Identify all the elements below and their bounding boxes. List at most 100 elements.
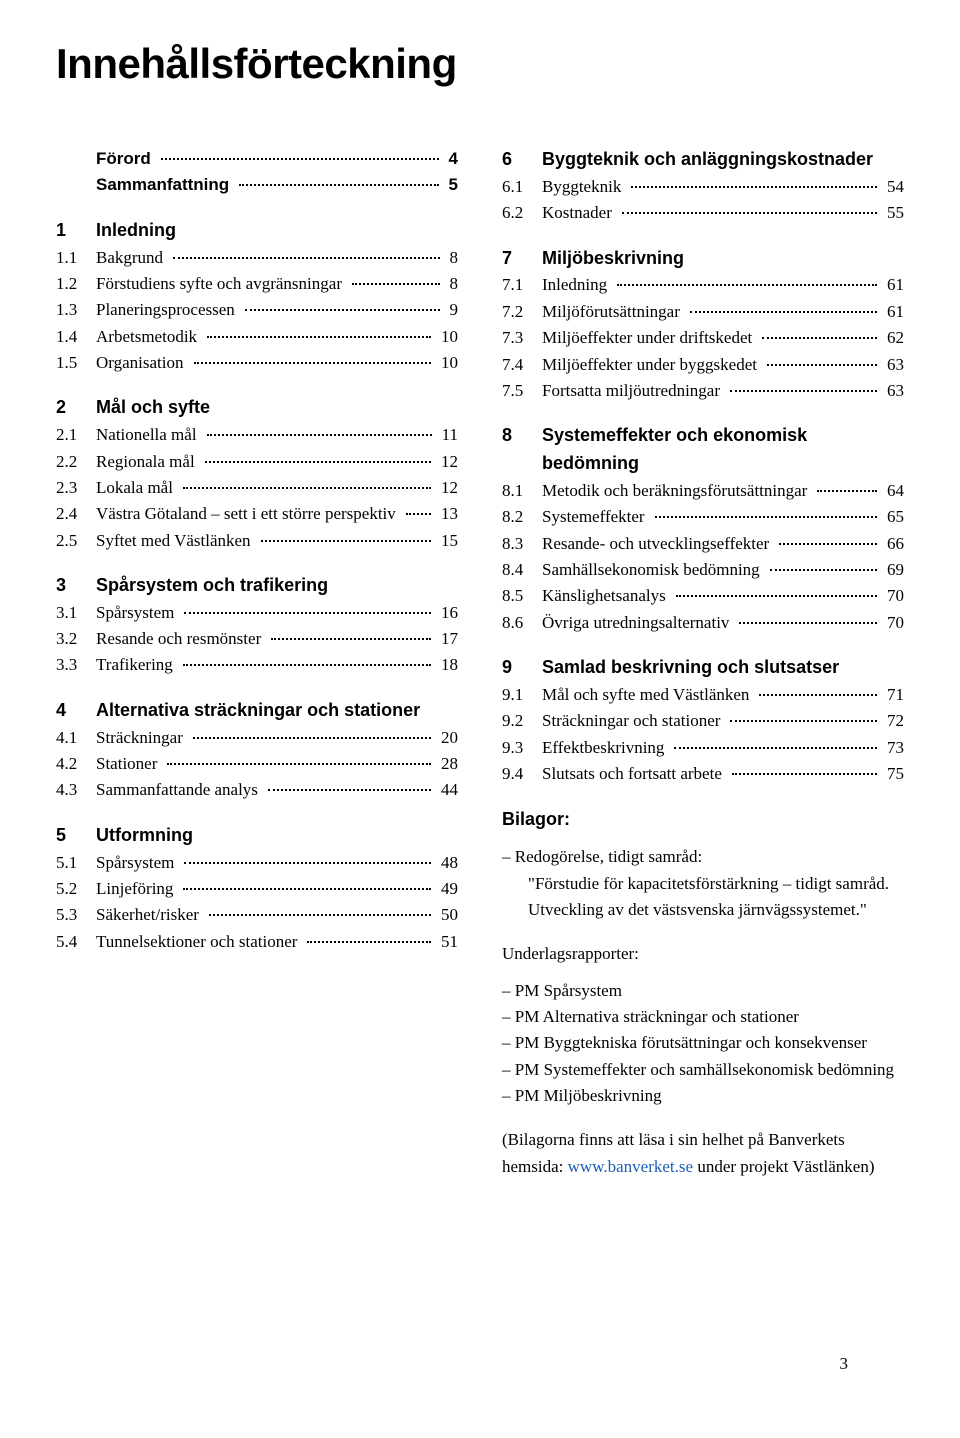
toc-entry[interactable]: 4.3Sammanfattande analys44: [56, 777, 458, 803]
toc-entry-page: 61: [887, 272, 904, 298]
toc-entry-page: 75: [887, 761, 904, 787]
toc-entry[interactable]: 7.4Miljöeffekter under byggskedet63: [502, 352, 904, 378]
toc-entry-number: 1.3: [56, 297, 86, 323]
toc-entry[interactable]: 8.6Övriga utredningsalternativ70: [502, 610, 904, 636]
toc-dots: [194, 362, 431, 364]
toc-section-head[interactable]: 1Inledning: [56, 217, 458, 245]
toc-entry[interactable]: 2.3Lokala mål12: [56, 475, 458, 501]
toc-entry-number: 1.4: [56, 324, 86, 350]
toc-dots: [193, 737, 431, 739]
toc-entry[interactable]: 1.3Planeringsprocessen9: [56, 297, 458, 323]
toc-entry[interactable]: 9.1Mål och syfte med Västlänken71: [502, 682, 904, 708]
toc-section: 4Alternativa sträckningar och stationer4…: [56, 697, 458, 804]
toc-entry-page: 12: [441, 475, 458, 501]
toc-dots: [631, 186, 877, 188]
toc-entry-label: Förstudiens syfte och avgränsningar: [96, 271, 342, 297]
toc-entry-page: 10: [441, 350, 458, 376]
toc-entry[interactable]: 3.1Spårsystem16: [56, 600, 458, 626]
toc-section-head[interactable]: 2Mål och syfte: [56, 394, 458, 422]
toc-entry[interactable]: 1.1Bakgrund8: [56, 245, 458, 271]
toc-entry-number: 5.4: [56, 929, 86, 955]
toc-entry[interactable]: 6.1Byggteknik54: [502, 174, 904, 200]
toc-entry[interactable]: 5.1Spårsystem48: [56, 850, 458, 876]
banverket-link[interactable]: www.banverket.se: [568, 1157, 693, 1176]
toc-entry[interactable]: 8.4Samhällsekonomisk bedömning69: [502, 557, 904, 583]
toc-entry-page: 8: [450, 271, 459, 297]
toc-entry[interactable]: 1.5Organisation10: [56, 350, 458, 376]
toc-entry-number: 8.1: [502, 478, 532, 504]
toc-entry[interactable]: 1.2Förstudiens syfte och avgränsningar8: [56, 271, 458, 297]
toc-section: 7Miljöbeskrivning7.1Inledning617.2Miljöf…: [502, 245, 904, 405]
toc-section-label: Mål och syfte: [96, 394, 458, 422]
toc-dots: [183, 664, 431, 666]
toc-section-head[interactable]: 9Samlad beskrivning och slutsatser: [502, 654, 904, 682]
toc-entry-number: 8.4: [502, 557, 532, 583]
toc-entry-page: 51: [441, 929, 458, 955]
toc-entry[interactable]: 5.4Tunnelsektioner och stationer51: [56, 929, 458, 955]
toc-dots: [674, 747, 877, 749]
toc-entry[interactable]: 3.2Resande och resmönster17: [56, 626, 458, 652]
toc-entry[interactable]: 2.5Syftet med Västlänken15: [56, 528, 458, 554]
toc-entry[interactable]: 7.2Miljöförutsättningar61: [502, 299, 904, 325]
toc-entry[interactable]: 8.1 Metodik och beräkningsförutsättningar…: [502, 478, 904, 504]
toc-dots: [307, 941, 431, 943]
toc-entry-label: Metodik och beräkningsförutsättningar: [542, 478, 807, 504]
toc-entry-page: 70: [887, 583, 904, 609]
toc-entry[interactable]: 2.4Västra Götaland – sett i ett större p…: [56, 501, 458, 527]
toc-columns: Förord4Sammanfattning5 1Inledning1.1Bakgr…: [56, 146, 904, 1180]
toc-entry[interactable]: 9.2Sträckningar och stationer72: [502, 708, 904, 734]
toc-entry-label: Mål och syfte med Västlänken: [542, 682, 749, 708]
toc-entry-page: 13: [441, 501, 458, 527]
toc-entry-label: Arbetsmetodik: [96, 324, 197, 350]
toc-entry[interactable]: 9.3Effektbeskrivning73: [502, 735, 904, 761]
toc-section-head[interactable]: 8Systemeffekter och ekonomisk bedömning: [502, 422, 904, 478]
toc-entry-number: 5.2: [56, 876, 86, 902]
toc-entry[interactable]: Förord4: [56, 146, 458, 172]
toc-entry-number: 3.2: [56, 626, 86, 652]
toc-entry[interactable]: 5.3Säkerhet/risker50: [56, 902, 458, 928]
toc-section-head[interactable]: 5Utformning: [56, 822, 458, 850]
toc-section-number: 5: [56, 822, 86, 850]
toc-entry[interactable]: 2.2Regionala mål12: [56, 449, 458, 475]
toc-dots: [207, 434, 432, 436]
toc-entry[interactable]: Sammanfattning5: [56, 172, 458, 198]
toc-entry[interactable]: 2.1Nationella mål11: [56, 422, 458, 448]
toc-entry[interactable]: 8.5Känslighetsanalys70: [502, 583, 904, 609]
toc-entry[interactable]: 9.4Slutsats och fortsatt arbete75: [502, 761, 904, 787]
toc-entry[interactable]: 7.1Inledning61: [502, 272, 904, 298]
toc-entry-page: 66: [887, 531, 904, 557]
toc-right-column: 6Byggteknik och anläggningskostnader6.1B…: [502, 146, 904, 1180]
toc-entry-label: Trafikering: [96, 652, 173, 678]
toc-entry[interactable]: 7.5Fortsatta miljöutredningar63: [502, 378, 904, 404]
toc-entry[interactable]: 3.3Trafikering18: [56, 652, 458, 678]
toc-dots: [690, 311, 877, 313]
toc-entry[interactable]: 8.3Resande- och utvecklingseffekter66: [502, 531, 904, 557]
toc-dots: [730, 720, 877, 722]
toc-dots: [173, 257, 439, 259]
pm-item: – PM Spårsystem: [502, 978, 904, 1004]
toc-dots: [655, 516, 877, 518]
toc-section-head[interactable]: 3Spårsystem och trafikering: [56, 572, 458, 600]
toc-section-head[interactable]: 7Miljöbeskrivning: [502, 245, 904, 273]
toc-section-label: Miljöbeskrivning: [542, 245, 904, 273]
toc-entry-label: Miljöeffekter under driftskedet: [542, 325, 752, 351]
toc-entry[interactable]: 8.2Systemeffekter65: [502, 504, 904, 530]
toc-entry-label: Resande- och utvecklingseffekter: [542, 531, 769, 557]
toc-entry[interactable]: 4.1Sträckningar20: [56, 725, 458, 751]
toc-dots: [205, 461, 431, 463]
toc-entry[interactable]: 1.4Arbetsmetodik10: [56, 324, 458, 350]
toc-section-head[interactable]: 6Byggteknik och anläggningskostnader: [502, 146, 904, 174]
toc-entry[interactable]: 5.2Linjeföring49: [56, 876, 458, 902]
toc-section-head[interactable]: 4Alternativa sträckningar och stationer: [56, 697, 458, 725]
toc-entry-label: Systemeffekter: [542, 504, 645, 530]
toc-dots: [617, 284, 877, 286]
toc-entry[interactable]: 6.2Kostnader55: [502, 200, 904, 226]
toc-entry[interactable]: 7.3Miljöeffekter under driftskedet62: [502, 325, 904, 351]
toc-entry-page: 55: [887, 200, 904, 226]
toc-entry[interactable]: 4.2Stationer28: [56, 751, 458, 777]
attachments-quote: Utveckling av det västsvenska järnvägssy…: [502, 897, 904, 923]
toc-section-label: Spårsystem och trafikering: [96, 572, 458, 600]
toc-dots: [184, 862, 431, 864]
toc-entry-label: Sammanfattande analys: [96, 777, 258, 803]
toc-entry-label: Västra Götaland – sett i ett större pers…: [96, 501, 396, 527]
